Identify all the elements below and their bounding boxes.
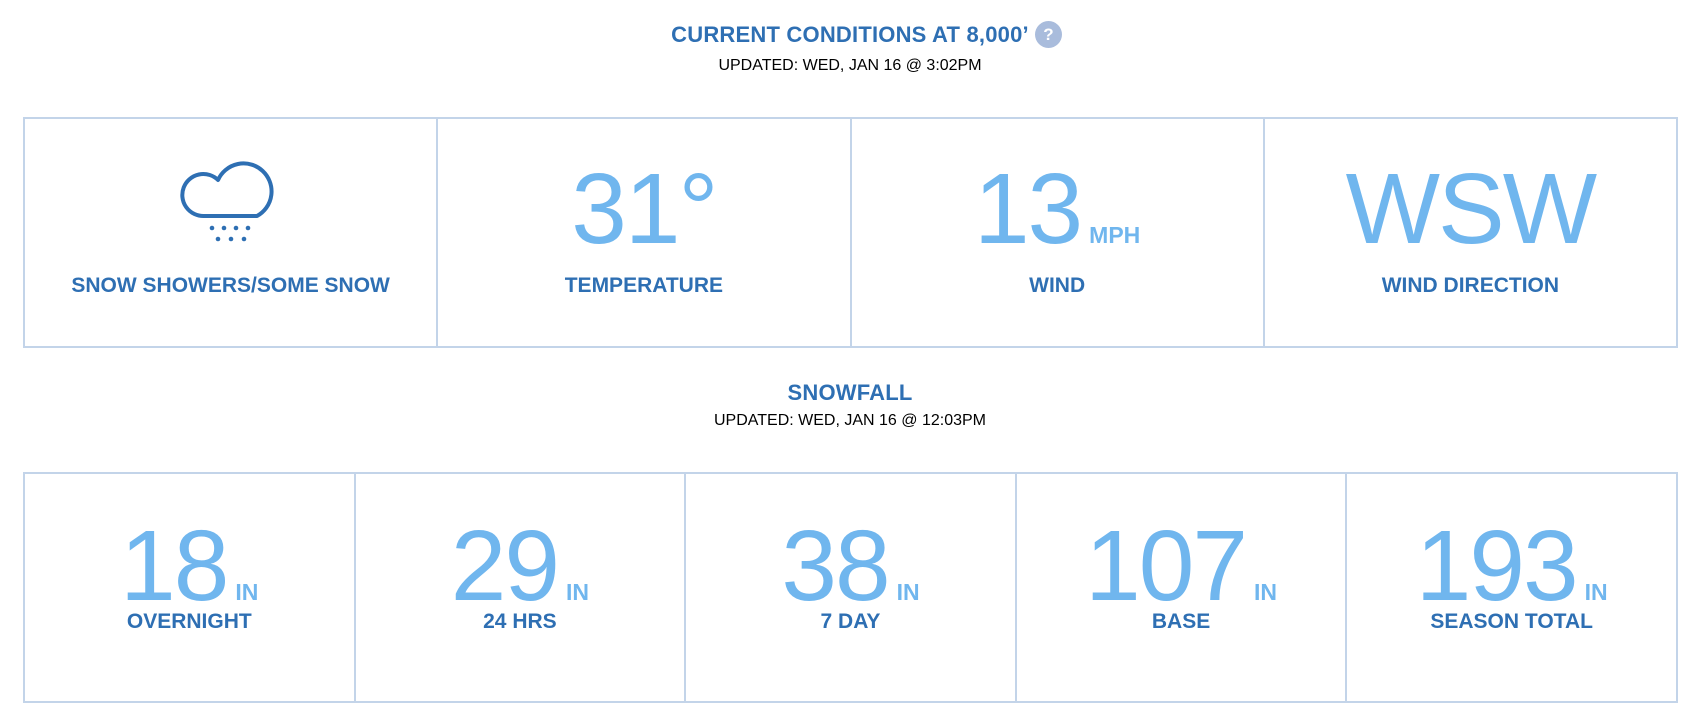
snowfall-title: SNOWFALL (787, 380, 913, 405)
wind-direction-text: WSW (1345, 153, 1597, 265)
snowfall-value: 29 IN (356, 516, 685, 616)
wind-value: 13 MPH (852, 159, 1263, 259)
snowfall-label: 7 DAY (820, 610, 881, 633)
snowfall-unit: IN (566, 579, 589, 605)
snowfall-label: BASE (1151, 610, 1211, 633)
snowfall-updated: UPDATED: WED, JAN 16 @ 12:03PM (713, 412, 986, 429)
snow-showers-icon (179, 161, 274, 242)
current-conditions-title: CURRENT CONDITIONS AT 8,000’ (671, 22, 1029, 47)
snowfall-number: 29 (450, 510, 560, 622)
snowfall-label: SEASON TOTAL (1430, 610, 1593, 633)
conditions-cell: SNOW SHOWERS/SOME SNOW (25, 119, 439, 346)
temperature-value: 31° (438, 159, 849, 259)
snowfall-unit: IN (1254, 579, 1277, 605)
wind-label: WIND (1029, 274, 1086, 297)
snowfall-unit: IN (1584, 579, 1608, 605)
wind-cell: 13 MPH WIND (852, 119, 1265, 346)
snowfall-number: 38 (781, 510, 890, 622)
wind-direction-label: WIND DIRECTION (1381, 274, 1560, 297)
current-conditions-panel: SNOW SHOWERS/SOME SNOW 31° TEMPERATURE 1… (23, 117, 1678, 348)
snowfall-label: OVERNIGHT (126, 610, 252, 633)
help-icon[interactable]: ? (1035, 21, 1062, 48)
snowfall-number: 193 (1415, 510, 1579, 622)
snowfall-unit: IN (235, 579, 259, 605)
wind-direction-cell: WSW WIND DIRECTION (1265, 119, 1676, 346)
snowfall-cell-7day: 38 IN 7 DAY (686, 474, 1017, 701)
snowfall-label: 24 HRS (483, 610, 557, 633)
wind-number: 13 (973, 153, 1083, 265)
current-conditions-updated: UPDATED: WED, JAN 16 @ 3:02PM (718, 57, 982, 74)
snowfall-value: 193 IN (1347, 516, 1676, 616)
conditions-label: SNOW SHOWERS/SOME SNOW (71, 274, 390, 297)
snowfall-cell-overnight: 18 IN OVERNIGHT (25, 474, 356, 701)
wind-direction-value: WSW (1265, 159, 1676, 259)
wind-unit: MPH (1089, 222, 1141, 248)
snowfall-value: 38 IN (686, 516, 1015, 616)
snowfall-panel: 18 IN OVERNIGHT 29 IN 24 HRS 38 IN 7 DAY 10… (23, 472, 1678, 703)
snowfall-cell-season-total: 193 IN SEASON TOTAL (1347, 474, 1676, 701)
snowfall-cell-base: 107 IN BASE (1017, 474, 1348, 701)
snowfall-unit: IN (896, 579, 920, 605)
snowfall-header: SNOWFALL (0, 380, 1700, 406)
snowfall-value: 107 IN (1017, 516, 1346, 616)
temperature-cell: 31° TEMPERATURE (438, 119, 852, 346)
snowfall-cell-24hrs: 29 IN 24 HRS (356, 474, 687, 701)
snowfall-number: 18 (120, 510, 229, 622)
temperature-number: 31° (571, 153, 718, 265)
current-conditions-header: CURRENT CONDITIONS AT 8,000’ (0, 22, 1700, 48)
snowfall-number: 107 (1085, 510, 1248, 622)
temperature-label: TEMPERATURE (564, 274, 724, 297)
snowfall-value: 18 IN (25, 516, 354, 616)
